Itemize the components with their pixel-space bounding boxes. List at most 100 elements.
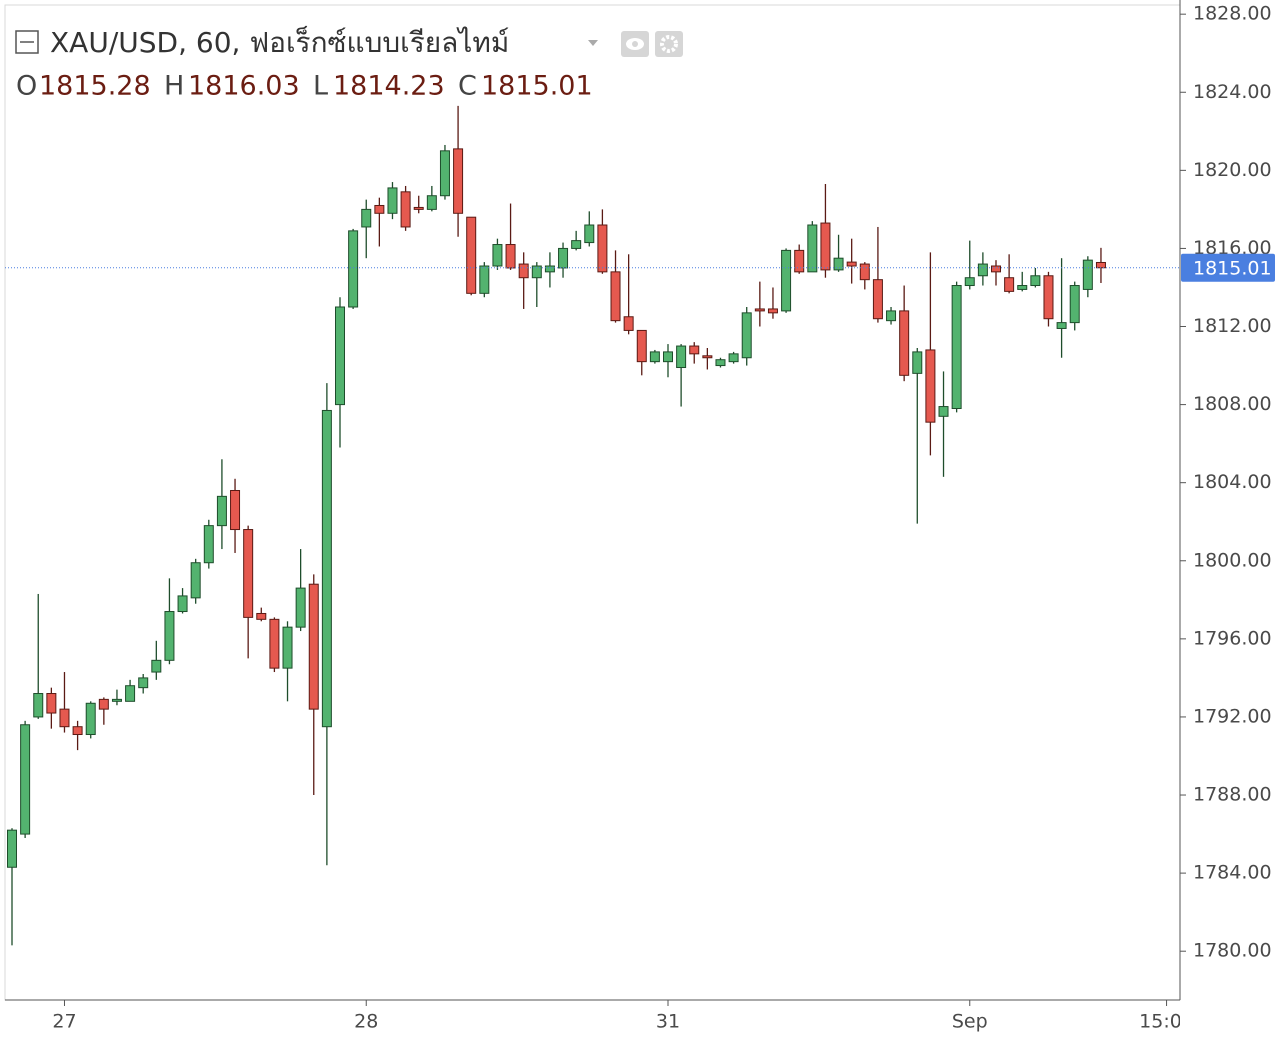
candle-body [138,677,149,689]
candle-body [584,224,595,244]
candle-body [1017,285,1028,290]
candle-body [361,208,372,228]
candle-body [453,148,464,214]
candle-body [1069,285,1080,324]
candle-body [492,244,503,267]
y-tick-label: 1808.00 [1193,393,1272,415]
chart-title: XAU/USD, 60, ฟอเร็กซ์แบบเรียลไทม์ [50,25,509,59]
candle-body [807,224,818,273]
candle-body [938,406,949,417]
price-label: 1815.01 [1193,257,1272,279]
candle-body [348,230,359,308]
candle-body [216,495,227,527]
candle-body [1043,275,1054,320]
y-tick-label: 1800.00 [1193,549,1272,571]
price-label-box [1181,253,1275,282]
candle-body [243,529,254,618]
candle-body [741,312,752,359]
ohlc-value: 1815.28 [39,71,151,102]
candle-body [531,265,542,279]
candle-body [400,191,411,228]
candle-body [151,659,162,673]
ohlc-key: L [313,71,328,102]
candle-body [1004,277,1015,292]
y-tick-label: 1792.00 [1193,705,1272,727]
candle-body [676,345,687,369]
candle-body [7,829,17,868]
y-tick-label: 1796.00 [1193,627,1272,649]
candle-body [649,351,660,363]
candle-body [899,310,910,376]
candle-body [689,345,700,355]
dropdown-icon[interactable] [588,40,598,46]
ohlc-value: 1816.03 [188,71,300,102]
candle-body [505,244,516,269]
settings-button[interactable] [655,31,683,57]
candle-body [912,351,923,374]
candle-body [925,349,936,423]
candle-body [466,216,477,294]
candle-body [321,409,332,728]
ohlc-key: H [164,71,184,102]
candle-body [544,265,555,273]
candle-body [833,257,844,271]
candle-body [1030,275,1041,287]
y-tick-label: 1780.00 [1193,940,1272,962]
candle-body [177,595,188,613]
candle-body [256,612,267,620]
candle-body [335,306,345,406]
ohlc-value: 1815.01 [481,71,593,102]
candle-body [46,693,57,714]
candle-body [1095,261,1106,269]
candle-body [479,265,490,294]
candle-body [98,698,109,710]
candle-body [558,247,569,269]
candle-body [230,489,241,531]
candle-body [715,359,726,367]
candle-body [702,355,713,359]
candle-body [754,308,765,312]
candle-body [426,195,437,210]
candle-body [308,583,319,710]
candle-body [859,263,870,281]
ohlc-key: C [458,71,477,102]
y-tick-label: 1816.00 [1193,237,1272,259]
candle-body [964,277,975,287]
ohlc-key: O [16,71,37,102]
candle-body [623,316,634,331]
candle-body [374,204,385,214]
x-tick-label: Sep [952,1011,988,1033]
candle-body [636,329,647,363]
candle-body [33,693,44,718]
plot [7,105,1106,946]
candle-body [886,310,897,322]
candle-body [439,150,450,197]
candle-body [728,353,739,363]
candle-body [571,240,582,249]
x-tick-label: 28 [354,1011,378,1033]
y-tick-label: 1784.00 [1193,862,1272,884]
candle-body [387,187,398,214]
candle-body [282,626,293,669]
eye-pupil [632,41,638,47]
candle-body [190,562,201,599]
y-tick-label: 1828.00 [1193,3,1272,25]
candle-body [951,285,962,410]
y-tick-label: 1812.00 [1193,315,1272,337]
candle-body [991,265,1001,273]
legend-header: XAU/USD, 60, ฟอเร็กซ์แบบเรียลไทม์ O 1815… [15,25,683,102]
x-tick-label: 27 [52,1011,76,1033]
candle-body [597,224,608,273]
x-tick-label: 31 [656,1011,680,1033]
candle-body [413,206,424,210]
x-tick-label: 15:00 [1139,1011,1194,1033]
candle-body [610,271,621,322]
candle-body [269,618,280,669]
candle-body [767,308,778,314]
candle-body [1056,322,1067,329]
candle-body [295,587,306,628]
candle-body [820,222,831,271]
candle-body [203,525,214,564]
